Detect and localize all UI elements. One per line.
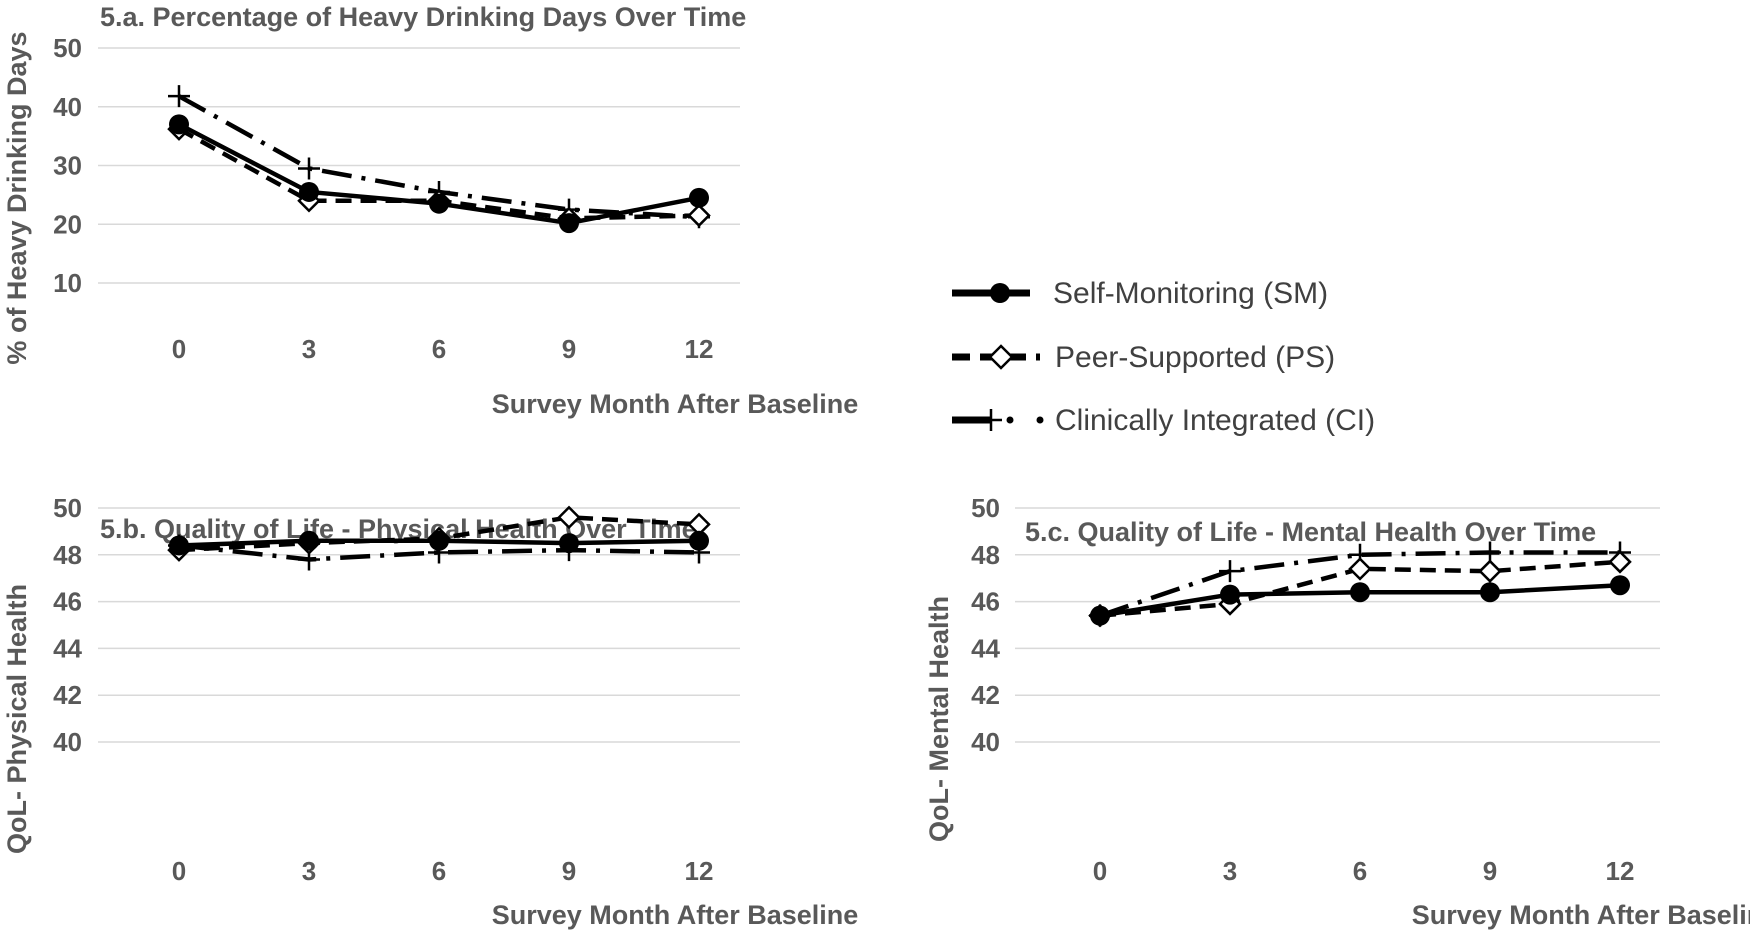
y-tick-label: 40 xyxy=(53,92,82,122)
data-point-sm xyxy=(169,535,189,556)
series-line-ci xyxy=(178,543,700,562)
x-tick-label: 9 xyxy=(1483,856,1497,886)
data-point-sm xyxy=(299,530,319,551)
data-point-sm xyxy=(1350,582,1370,603)
chart-title-c: 5.c. Quality of Life - Mental Health Ove… xyxy=(1025,517,1596,547)
legend-line-ci-dot xyxy=(1036,416,1044,424)
plot-area-c: 40 42 44 46 48 50 0 3 6 9 12 xyxy=(971,493,1660,886)
plot-area-b: 40 42 44 46 48 50 0 3 6 9 12 xyxy=(53,493,740,886)
x-tick-label: 3 xyxy=(302,334,316,364)
y-tick-label: 44 xyxy=(971,633,1000,663)
data-point-ci xyxy=(1219,560,1241,583)
data-point-sm xyxy=(559,213,579,234)
legend-marker-circle xyxy=(990,283,1010,303)
x-tick-label: 12 xyxy=(1606,856,1635,886)
x-axis-label-b: Survey Month After Baseline xyxy=(492,900,859,930)
y-tick-label: 40 xyxy=(53,727,82,757)
x-tick-label: 6 xyxy=(432,334,446,364)
data-point-sm xyxy=(689,530,709,551)
data-point-ci xyxy=(168,85,190,108)
data-point-sm xyxy=(1480,582,1500,603)
data-point-sm xyxy=(429,193,449,214)
legend-marker-diamond xyxy=(988,344,1014,370)
y-tick-label: 42 xyxy=(971,680,1000,710)
data-point-sm xyxy=(299,181,319,202)
data-point-ps xyxy=(1348,557,1372,581)
data-point-sm xyxy=(429,530,449,551)
y-tick-label: 50 xyxy=(971,493,1000,523)
legend-label-ps: Peer-Supported (PS) xyxy=(1055,341,1335,374)
y-tick-label: 10 xyxy=(53,268,82,298)
y-axis-label-c: QoL- Mental Health xyxy=(924,596,954,842)
data-point-sm xyxy=(169,114,189,135)
x-axis-label-a: Survey Month After Baseline xyxy=(492,389,859,419)
legend: Self-Monitoring (SM) Peer-Supported (PS)… xyxy=(952,277,1375,437)
data-point-ps xyxy=(1478,559,1502,583)
legend-item-sm: Self-Monitoring (SM) xyxy=(952,277,1328,310)
y-tick-label: 48 xyxy=(971,540,1000,570)
x-tick-label: 9 xyxy=(562,334,576,364)
y-axis-label-a: % of Heavy Drinking Days xyxy=(2,31,32,364)
data-point-ps xyxy=(557,505,581,530)
x-tick-label: 9 xyxy=(562,856,576,886)
plot-area-a: 10 20 30 40 50 0 3 6 9 12 xyxy=(53,33,740,364)
y-tick-label: 48 xyxy=(53,540,82,570)
y-tick-label: 20 xyxy=(53,209,82,239)
y-axis-label-b: QoL- Physical Health xyxy=(2,584,32,854)
data-point-ps xyxy=(1608,550,1632,574)
data-point-ci xyxy=(298,157,320,180)
data-point-sm xyxy=(1220,584,1240,605)
x-tick-label: 0 xyxy=(1093,856,1107,886)
data-point-sm xyxy=(1090,605,1110,626)
x-tick-label: 12 xyxy=(685,334,714,364)
x-tick-label: 6 xyxy=(1353,856,1367,886)
x-tick-label: 12 xyxy=(685,856,714,886)
x-tick-label: 3 xyxy=(302,856,316,886)
legend-line-ci-dot xyxy=(1006,416,1014,424)
x-tick-label: 0 xyxy=(172,334,186,364)
data-point-sm xyxy=(689,187,709,208)
y-tick-label: 42 xyxy=(53,680,82,710)
y-tick-label: 50 xyxy=(53,493,82,523)
x-tick-label: 0 xyxy=(172,856,186,886)
legend-item-ci: Clinically Integrated (CI) xyxy=(952,404,1375,437)
data-point-sm xyxy=(1610,575,1630,596)
x-tick-label: 3 xyxy=(1223,856,1237,886)
y-tick-label: 30 xyxy=(53,151,82,181)
data-point-sm xyxy=(559,533,579,554)
y-tick-label: 46 xyxy=(971,587,1000,617)
legend-item-ps: Peer-Supported (PS) xyxy=(952,341,1335,374)
y-tick-label: 46 xyxy=(53,587,82,617)
chart-title-a: 5.a. Percentage of Heavy Drinking Days O… xyxy=(100,2,746,32)
series-line-ci xyxy=(1099,550,1620,618)
legend-marker-plus xyxy=(980,409,1002,431)
x-axis-label-c: Survey Month After Baseline xyxy=(1412,900,1750,930)
data-point-ps xyxy=(687,203,711,228)
y-tick-label: 50 xyxy=(53,33,82,63)
x-tick-label: 6 xyxy=(432,856,446,886)
legend-label-ci: Clinically Integrated (CI) xyxy=(1055,404,1375,437)
y-tick-label: 40 xyxy=(971,727,1000,757)
legend-label-sm: Self-Monitoring (SM) xyxy=(1053,277,1328,310)
y-tick-label: 44 xyxy=(53,633,82,663)
